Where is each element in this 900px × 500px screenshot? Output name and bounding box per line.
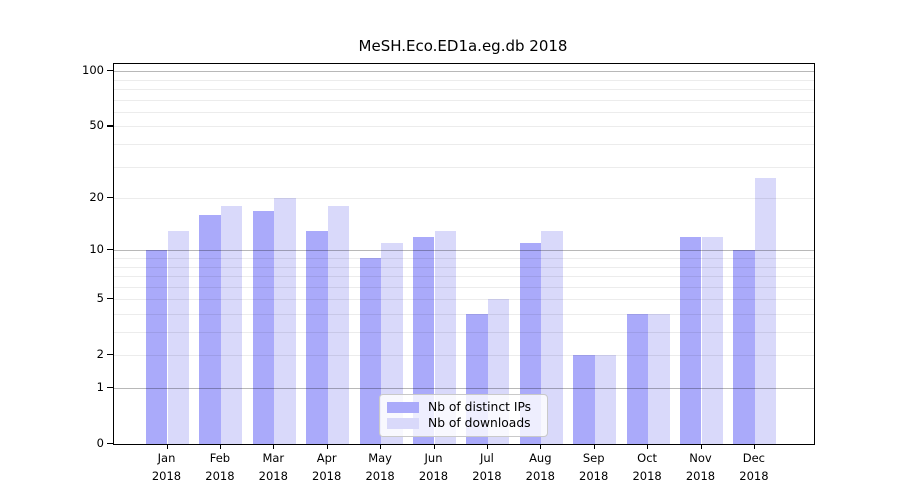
y-tick-label-20: 20 bbox=[89, 190, 104, 205]
gridline-9 bbox=[114, 258, 814, 259]
x-tick-label-jun: Jun 2018 bbox=[418, 451, 449, 483]
bar-downloads-may bbox=[381, 243, 403, 444]
bar-downloads-jun bbox=[434, 230, 457, 444]
x-tick-sep bbox=[593, 444, 595, 449]
gridline-60 bbox=[114, 111, 814, 113]
gridline-70 bbox=[114, 99, 814, 101]
bar-downloads-aug bbox=[541, 230, 563, 444]
x-tick-label-oct: Oct 2018 bbox=[632, 451, 662, 483]
legend-swatch-distinct-ips bbox=[387, 402, 419, 413]
gridline-90 bbox=[114, 79, 814, 81]
y-tick-label-100: 100 bbox=[82, 63, 104, 78]
y-tick-1 bbox=[107, 387, 113, 389]
y-tick-label-1: 1 bbox=[96, 380, 104, 394]
x-tick-apr bbox=[326, 444, 328, 449]
gridline-7 bbox=[114, 276, 814, 278]
x-tick-label-aug: Aug 2018 bbox=[525, 451, 555, 483]
gridline-100 bbox=[114, 71, 814, 73]
gridline-3 bbox=[114, 332, 814, 334]
bar-downloads-jan bbox=[167, 230, 190, 444]
bar-distinct-ips-feb bbox=[199, 215, 221, 444]
bar-downloads-nov bbox=[701, 236, 724, 444]
bar-downloads-oct bbox=[648, 314, 670, 444]
legend-entry-distinct-ips: Nb of distinct IPs bbox=[387, 400, 541, 415]
x-tick-nov bbox=[700, 444, 702, 449]
x-tick-label-dec: Dec 2018 bbox=[739, 451, 769, 483]
bar-distinct-ips-aug bbox=[519, 243, 542, 444]
x-tick-label-sep: Sep 2018 bbox=[579, 451, 609, 483]
legend-label-downloads: Nb of downloads bbox=[428, 416, 531, 430]
gridline-1 bbox=[114, 388, 814, 389]
y-tick-label-2: 2 bbox=[96, 347, 104, 362]
gridline-10 bbox=[114, 250, 814, 252]
x-tick-dec bbox=[753, 444, 756, 449]
x-tick-oct bbox=[647, 444, 649, 449]
y-tick-label-50: 50 bbox=[89, 118, 104, 133]
gridline-20 bbox=[114, 198, 814, 200]
bar-distinct-ips-mar bbox=[252, 210, 275, 444]
bar-distinct-ips-sep bbox=[573, 355, 595, 444]
gridline-30 bbox=[114, 166, 814, 168]
x-tick-label-may: May 2018 bbox=[365, 451, 395, 483]
y-tick-100 bbox=[107, 70, 113, 72]
y-tick-5 bbox=[107, 298, 113, 300]
legend-swatch-downloads bbox=[387, 418, 419, 429]
x-tick-jul bbox=[486, 444, 489, 449]
bar-distinct-ips-jun bbox=[412, 236, 435, 444]
y-tick-label-0: 0 bbox=[96, 436, 104, 450]
x-tick-label-jan: Jan 2018 bbox=[151, 451, 182, 483]
x-tick-jun bbox=[433, 444, 435, 449]
bar-distinct-ips-may bbox=[359, 258, 382, 444]
x-tick-label-jul: Jul 2018 bbox=[472, 451, 502, 483]
bar-distinct-ips-dec bbox=[733, 250, 755, 444]
x-tick-feb bbox=[219, 444, 222, 449]
legend-entry-downloads: Nb of downloads bbox=[387, 416, 541, 431]
bar-distinct-ips-jan bbox=[145, 250, 168, 444]
y-tick-10 bbox=[107, 249, 113, 251]
gridline-8 bbox=[114, 266, 814, 268]
gridlines-layer bbox=[114, 64, 814, 444]
legend: Nb of distinct IPs Nb of downloads bbox=[379, 394, 548, 437]
gridline-5 bbox=[114, 299, 814, 301]
x-tick-aug bbox=[540, 444, 542, 449]
bar-distinct-ips-oct bbox=[626, 314, 649, 444]
x-tick-mar bbox=[273, 444, 275, 449]
bar-downloads-mar bbox=[274, 198, 296, 444]
x-tick-label-feb: Feb 2018 bbox=[205, 451, 235, 483]
bar-downloads-feb bbox=[220, 206, 243, 444]
bar-downloads-sep bbox=[594, 355, 617, 444]
x-tick-jan bbox=[166, 444, 168, 449]
gridline-50 bbox=[114, 126, 814, 128]
plot-area: Nb of distinct IPs Nb of downloads bbox=[113, 63, 815, 445]
y-tick-0 bbox=[107, 443, 113, 445]
bar-downloads-apr bbox=[327, 206, 350, 444]
gridline-40 bbox=[114, 144, 814, 146]
gridline-80 bbox=[114, 89, 814, 91]
gridline-4 bbox=[114, 313, 814, 315]
x-tick-label-nov: Nov 2018 bbox=[685, 451, 716, 483]
gridline-2 bbox=[114, 355, 814, 357]
x-tick-label-mar: Mar 2018 bbox=[258, 451, 288, 483]
bar-downloads-dec bbox=[754, 177, 777, 444]
x-tick-label-apr: Apr 2018 bbox=[312, 451, 342, 483]
chart-title: MeSH.Eco.ED1a.eg.db 2018 bbox=[358, 37, 568, 55]
y-tick-50 bbox=[107, 125, 113, 127]
y-tick-2 bbox=[107, 354, 113, 356]
bar-distinct-ips-nov bbox=[679, 236, 702, 444]
y-tick-20 bbox=[107, 197, 113, 199]
bar-distinct-ips-apr bbox=[306, 230, 328, 444]
y-tick-label-10: 10 bbox=[89, 242, 104, 257]
legend-label-distinct-ips: Nb of distinct IPs bbox=[428, 400, 532, 414]
x-tick-may bbox=[380, 444, 382, 449]
y-tick-label-5: 5 bbox=[96, 291, 104, 306]
gridline-6 bbox=[114, 286, 814, 288]
